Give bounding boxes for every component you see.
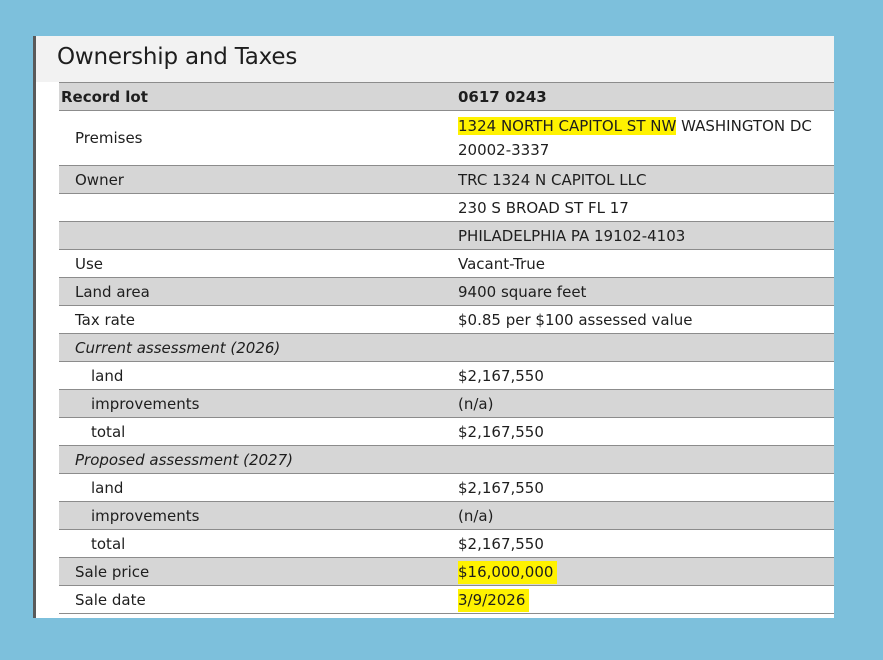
current-improvements-label: improvements [59, 389, 458, 418]
ownership-taxes-panel: Ownership and Taxes Record lot 0617 0243… [33, 36, 834, 618]
sale-price-value: $16,000,000 [458, 560, 558, 584]
table-row-premises: Premises 1324 NORTH CAPITOL ST NW WASHIN… [59, 110, 834, 166]
use-label: Use [59, 249, 458, 278]
premises-address-rest: WASHINGTON DC 20002-3337 [458, 117, 812, 159]
land-area-label: Land area [59, 277, 458, 306]
section-title: Ownership and Taxes [57, 44, 298, 70]
table-row-owner-address-1: 230 S BROAD ST FL 17 [59, 193, 834, 222]
proposed-land-value: $2,167,550 [458, 473, 834, 502]
owner-address-1-label [59, 193, 458, 222]
owner-name: TRC 1324 N CAPITOL LLC [458, 165, 834, 194]
sale-price-cell: $16,000,000 [458, 557, 834, 586]
record-lot-value: 0617 0243 [458, 82, 834, 111]
table-row-proposed-total: total $2,167,550 [59, 529, 834, 558]
section-header: Ownership and Taxes [36, 36, 834, 82]
table-row-land-area: Land area 9400 square feet [59, 277, 834, 306]
table-row-current-improvements: improvements (n/a) [59, 389, 834, 418]
premises-value: 1324 NORTH CAPITOL ST NW WASHINGTON DC 2… [458, 110, 834, 166]
land-area-value: 9400 square feet [458, 277, 834, 306]
proposed-improvements-value: (n/a) [458, 501, 834, 530]
sale-date-cell: 3/9/2026 [458, 585, 834, 614]
proposed-land-label: land [59, 473, 458, 502]
table-row-owner: Owner TRC 1324 N CAPITOL LLC [59, 165, 834, 194]
record-lot-label: Record lot [59, 82, 458, 111]
tax-rate-label: Tax rate [59, 305, 458, 334]
current-land-value: $2,167,550 [458, 361, 834, 390]
proposed-total-value: $2,167,550 [458, 529, 834, 558]
current-total-value: $2,167,550 [458, 417, 834, 446]
ownership-table: Record lot 0617 0243 Premises 1324 NORTH… [59, 82, 834, 614]
table-row-current-total: total $2,167,550 [59, 417, 834, 446]
owner-address-line1: 230 S BROAD ST FL 17 [458, 193, 834, 222]
table-row-sale-price: Sale price $16,000,000 [59, 557, 834, 586]
proposed-assessment-blank [458, 445, 834, 474]
table-row-tax-rate: Tax rate $0.85 per $100 assessed value [59, 305, 834, 334]
use-value: Vacant-True [458, 249, 834, 278]
table-row-current-land: land $2,167,550 [59, 361, 834, 390]
table-row-proposed-land: land $2,167,550 [59, 473, 834, 502]
premises-address-highlighted: 1324 NORTH CAPITOL ST NW [458, 117, 677, 135]
premises-label: Premises [59, 110, 458, 166]
sale-date-value: 3/9/2026 [458, 588, 530, 612]
tax-rate-value: $0.85 per $100 assessed value [458, 305, 834, 334]
sale-date-label: Sale date [59, 585, 458, 614]
table-row-proposed-assessment: Proposed assessment (2027) [59, 445, 834, 474]
owner-address-line2: PHILADELPHIA PA 19102-4103 [458, 221, 834, 250]
owner-address-2-label [59, 221, 458, 250]
table-row-proposed-improvements: improvements (n/a) [59, 501, 834, 530]
table-row-owner-address-2: PHILADELPHIA PA 19102-4103 [59, 221, 834, 250]
proposed-total-label: total [59, 529, 458, 558]
current-total-label: total [59, 417, 458, 446]
current-assessment-heading: Current assessment (2026) [59, 333, 458, 362]
current-land-label: land [59, 361, 458, 390]
current-assessment-blank [458, 333, 834, 362]
table-row-use: Use Vacant-True [59, 249, 834, 278]
current-improvements-value: (n/a) [458, 389, 834, 418]
table-row-record-lot: Record lot 0617 0243 [59, 82, 834, 111]
table-row-sale-date: Sale date 3/9/2026 [59, 585, 834, 614]
proposed-improvements-label: improvements [59, 501, 458, 530]
proposed-assessment-heading: Proposed assessment (2027) [59, 445, 458, 474]
sale-price-label: Sale price [59, 557, 458, 586]
owner-label: Owner [59, 165, 458, 194]
table-row-current-assessment: Current assessment (2026) [59, 333, 834, 362]
